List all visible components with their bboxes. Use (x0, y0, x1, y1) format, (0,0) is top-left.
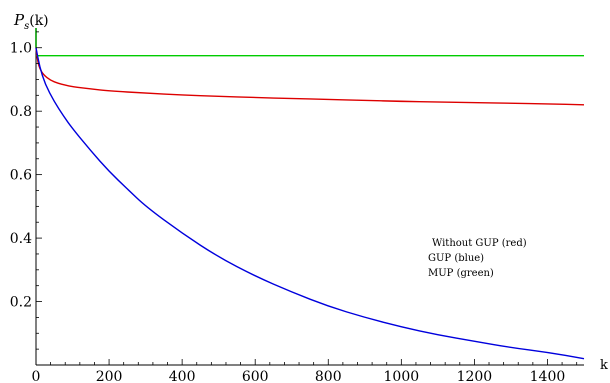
x-tick-label: 1200 (457, 369, 493, 383)
x-tick-label: 800 (315, 369, 342, 383)
plot-area (35, 47, 585, 360)
y-tick-label: 0.8 (10, 104, 32, 120)
legend-item-2: GUP (blue) (428, 253, 484, 264)
series-line-3 (35, 47, 585, 360)
legend: Without GUP (red) GUP (blue) MUP (green) (428, 238, 527, 279)
ticks: 0 200 400 600 800 1000 1200 1400 0.2 0.4 0.6 0.8 1.0 (10, 31, 578, 383)
series-line-2 (35, 47, 585, 106)
legend-item-3: MUP (green) (428, 268, 494, 279)
x-tick-label: 400 (169, 369, 196, 383)
x-tick-label: 0 (32, 369, 41, 383)
x-tick-label: 1400 (530, 369, 566, 383)
x-tick-label: 200 (96, 369, 123, 383)
x-tick-label: 1000 (384, 369, 420, 383)
x-tick-label: 600 (242, 369, 269, 383)
legend-item-1: Without GUP (red) (432, 238, 527, 249)
y-tick-label: 0.4 (10, 231, 32, 247)
x-axis-label: k (600, 358, 608, 373)
y-axis-label: Ps(k) (13, 11, 49, 32)
y-tick-label: 0.6 (10, 168, 32, 184)
y-tick-label: 0.2 (10, 295, 32, 311)
y-tick-label: 1.0 (10, 41, 32, 57)
axes (35, 28, 584, 366)
